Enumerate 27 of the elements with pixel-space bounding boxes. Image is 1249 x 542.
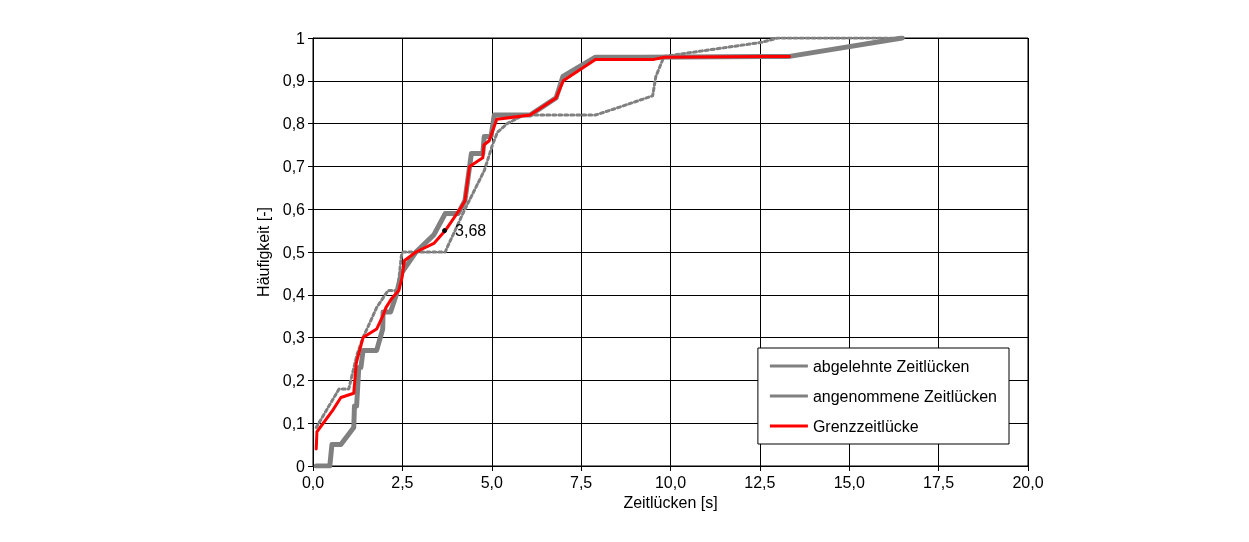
x-tick-label: 7,5 [570, 473, 593, 491]
line-series [314, 54, 792, 451]
y-tick-label: 0,7 [282, 157, 306, 175]
x-tick-label: 2,5 [391, 473, 414, 491]
legend-label: Grenzzeitlücke [812, 417, 919, 435]
y-tick-label: 1 [296, 29, 306, 47]
y-tick-label: 0,4 [282, 286, 306, 304]
x-axis-title: Zeitlücken [s] [623, 494, 718, 512]
x-tick-label: 15,0 [833, 473, 865, 491]
y-tick-label: 0,2 [282, 371, 306, 389]
y-tick-label: 0,3 [282, 329, 306, 347]
x-tick-label: 0,0 [301, 473, 325, 491]
y-tick-label: 0,6 [282, 200, 306, 218]
y-tick-label: 0,8 [282, 115, 306, 133]
y-tick-label: 0,1 [282, 414, 306, 432]
x-tick-label: 12,5 [744, 473, 776, 491]
legend-label: abgelehnte Zeitlücken [812, 357, 970, 375]
x-tick-label: 10,0 [654, 473, 687, 491]
y-axis-title: Häufigkeit [-] [255, 207, 273, 297]
y-tick-label: 0 [296, 457, 306, 475]
x-tick-label: 5,0 [480, 473, 503, 491]
y-tick-label: 0,5 [282, 243, 306, 261]
x-tick-label: 20,0 [1012, 473, 1044, 491]
x-tick-label: 17,5 [923, 473, 955, 491]
legend-label: angenommene Zeitlücken [812, 387, 997, 405]
annotation: 3,68 [455, 222, 487, 240]
y-tick-label: 0,9 [282, 72, 306, 90]
